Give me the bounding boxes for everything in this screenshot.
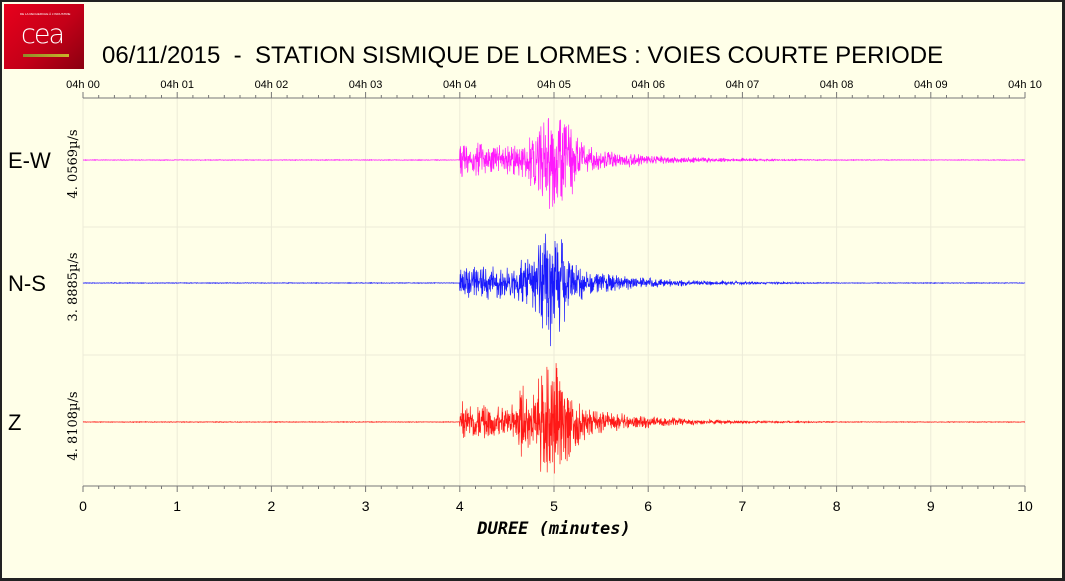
x-tick-label: 9 (927, 498, 935, 514)
top-axis-tick-label: 04h 06 (631, 79, 665, 91)
logo-bar (23, 54, 69, 57)
x-tick-label: 4 (456, 498, 464, 514)
logo-tagline: DE LA RECHERCHE À L'INDUSTRIE (20, 12, 71, 16)
channel-label-e-w: E-W (8, 148, 51, 173)
x-tick-label: 1 (173, 498, 181, 514)
top-axis-tick-label: 04h 05 (537, 79, 571, 91)
amplitude-label: 3. 8885µ/s (66, 252, 81, 321)
amplitude-label: 4. 0569µ/s (66, 129, 81, 198)
amplitude-label: 4. 8108µ/s (66, 391, 81, 460)
top-axis-tick-label: 04h 02 (255, 79, 289, 91)
x-tick-label: 6 (644, 498, 652, 514)
x-tick-label: 7 (739, 498, 747, 514)
x-tick-label: 3 (362, 498, 370, 514)
trace-z (82, 363, 1026, 474)
top-axis-tick-label: 04h 09 (914, 79, 948, 91)
trace-n-s (82, 233, 1026, 347)
channel-label-n-s: N-S (8, 271, 46, 296)
chart-title: 06/11/2015 - STATION SISMIQUE DE LORMES … (102, 42, 944, 69)
top-axis-tick-label: 04h 04 (443, 79, 477, 91)
x-tick-label: 2 (268, 498, 276, 514)
top-axis-tick-label: 04h 10 (1008, 79, 1042, 91)
trace-e-w (83, 118, 1026, 209)
top-axis-tick-label: 04h 07 (726, 79, 760, 91)
top-axis-tick-label: 04h 03 (349, 79, 383, 91)
x-axis-label: DUREE (minutes) (476, 519, 631, 539)
x-tick-label: 8 (833, 498, 841, 514)
cea-logo: DE LA RECHERCHE À L'INDUSTRIE cea (4, 4, 84, 69)
x-tick-label: 10 (1017, 498, 1033, 514)
top-axis-tick-label: 04h 00 (66, 79, 100, 91)
logo-word: cea (21, 19, 65, 50)
x-tick-label: 5 (550, 498, 558, 514)
top-axis-tick-label: 04h 08 (820, 79, 854, 91)
top-axis-tick-label: 04h 01 (160, 79, 194, 91)
channel-label-z: Z (8, 410, 21, 435)
x-tick-label: 0 (79, 498, 87, 514)
